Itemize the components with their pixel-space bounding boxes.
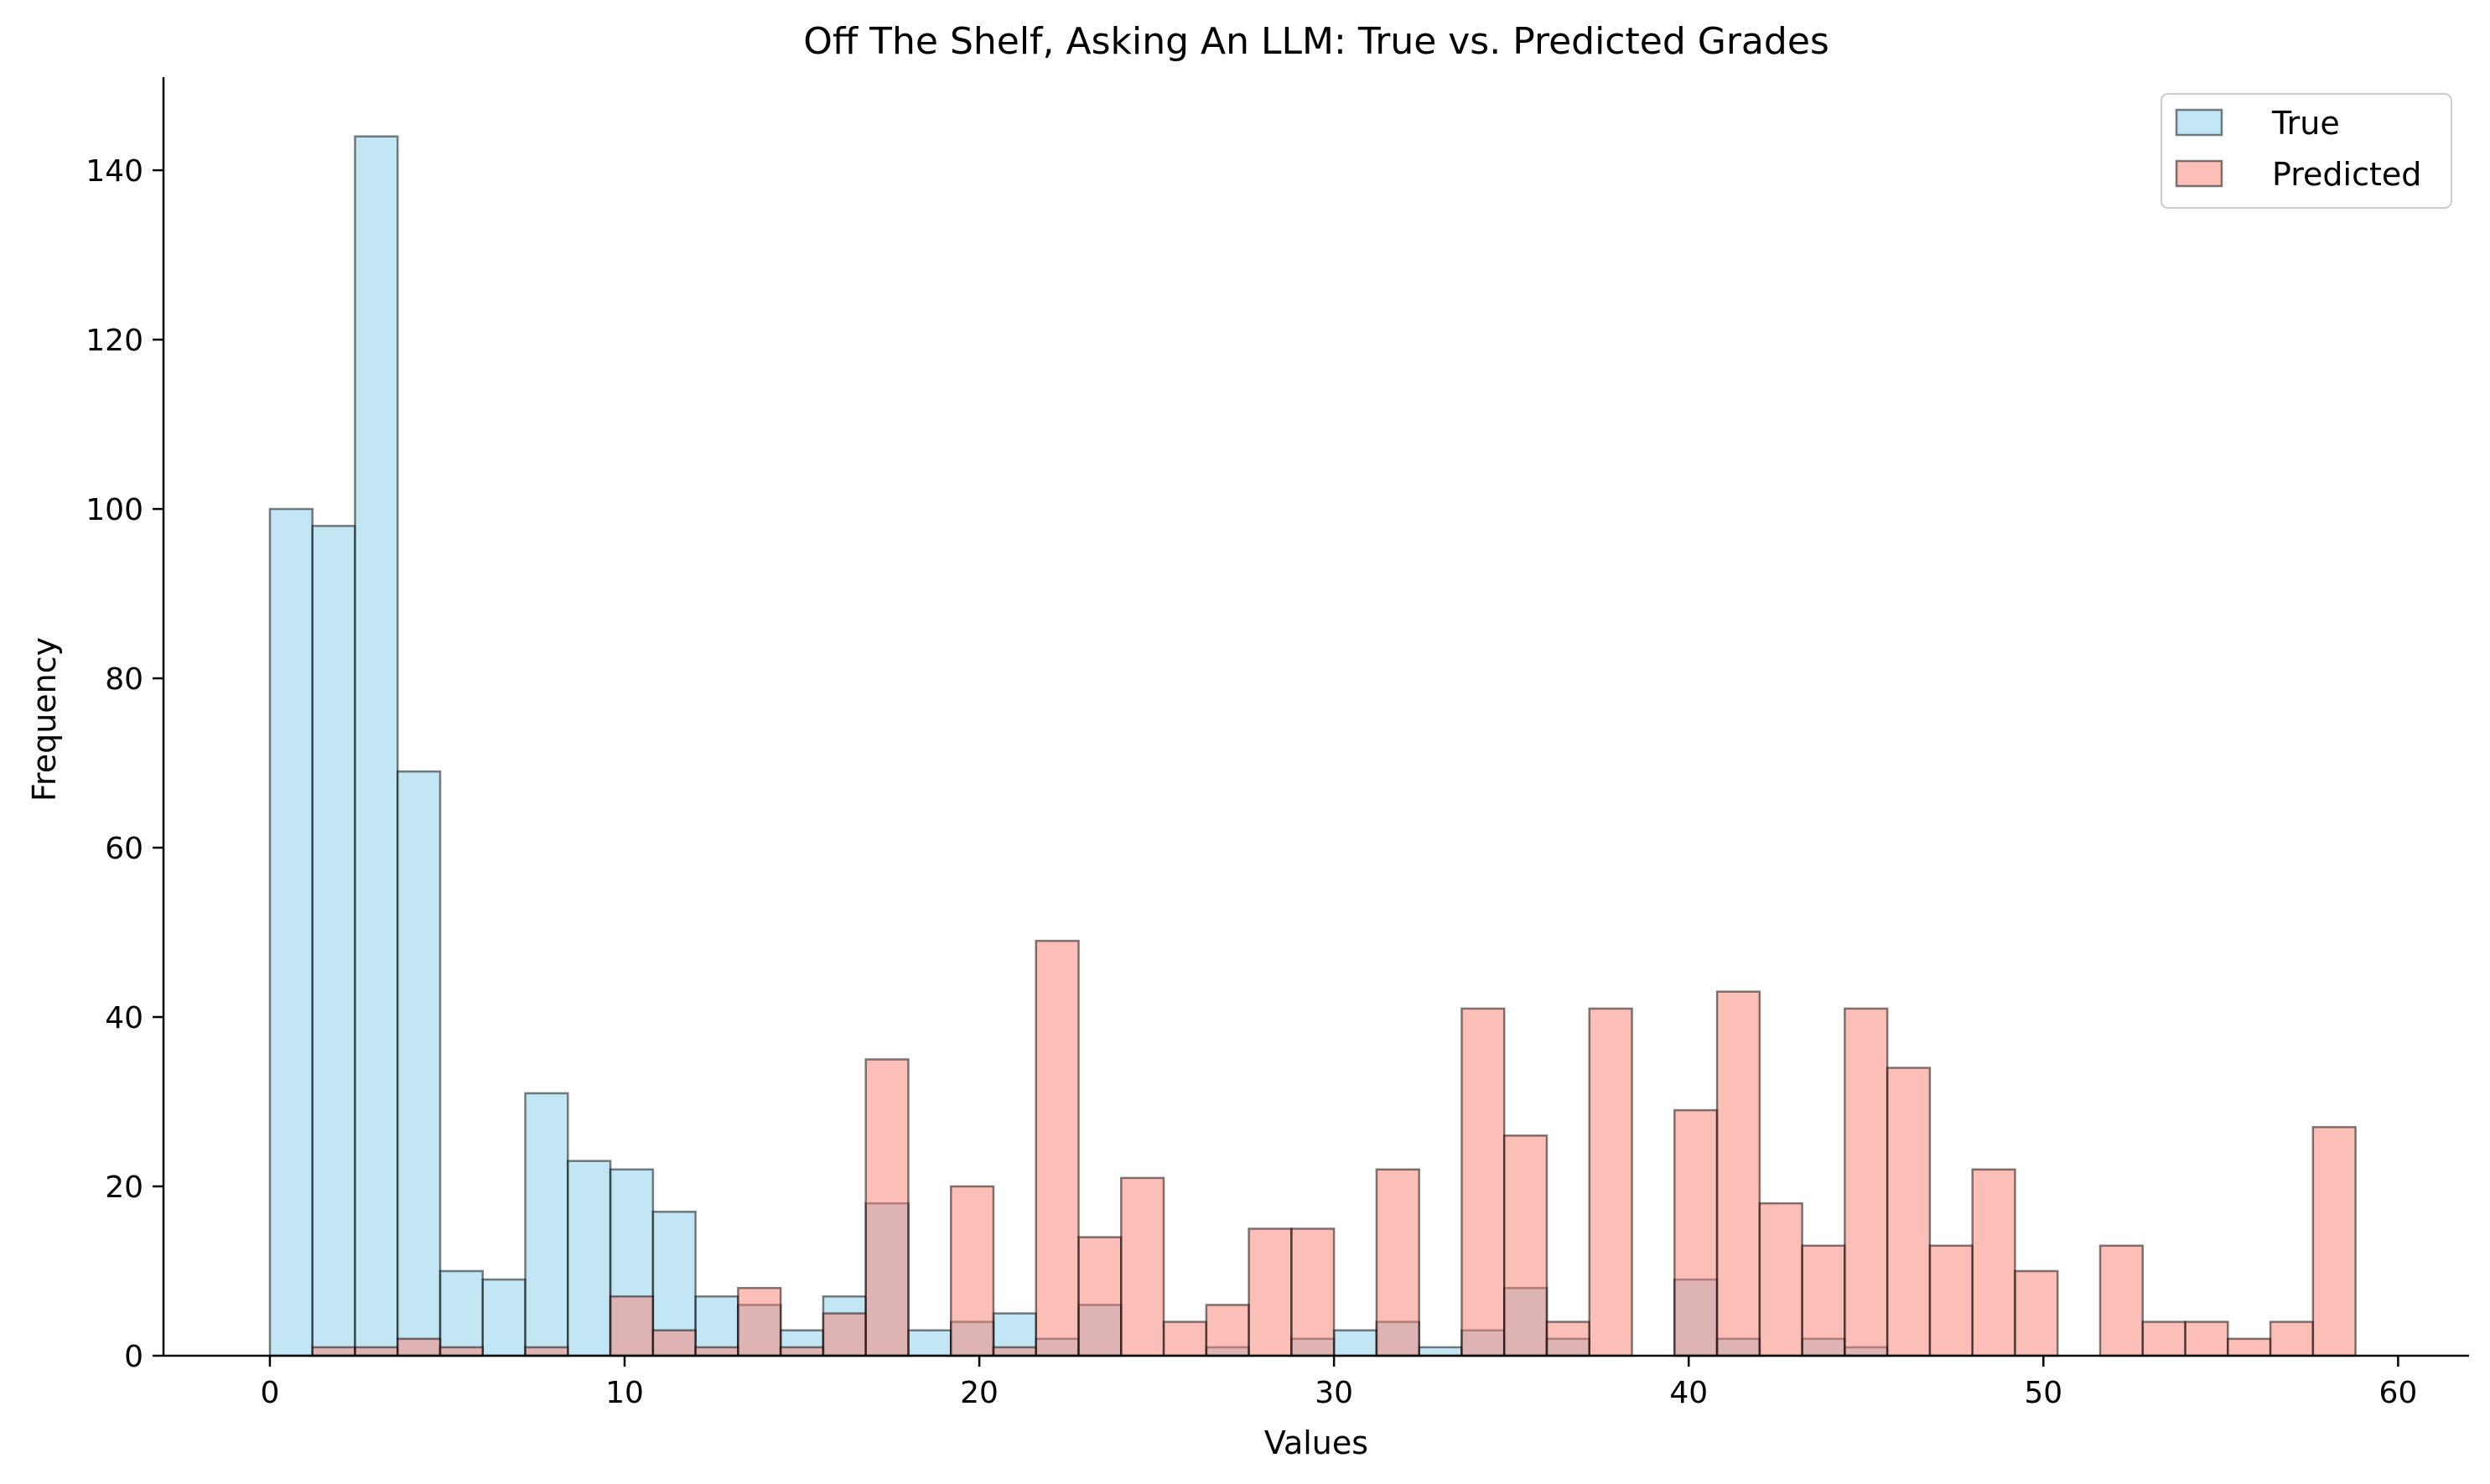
x-tick-label: 30 — [1315, 1376, 1353, 1410]
legend: True Predicted — [2161, 93, 2452, 209]
bar-predicted-35 — [1758, 1201, 1803, 1357]
y-tick-label: 40 — [105, 1001, 143, 1035]
legend-swatch-true — [2175, 108, 2223, 137]
bar-true-27 — [1418, 1346, 1463, 1357]
bar-predicted-19 — [1077, 1236, 1123, 1357]
bar-true-6 — [524, 1092, 569, 1357]
bar-predicted-20 — [1120, 1176, 1165, 1357]
bar-predicted-41 — [2014, 1269, 2059, 1357]
bar-predicted-2 — [354, 1346, 399, 1357]
bar-predicted-4 — [438, 1346, 485, 1357]
bar-predicted-23 — [1248, 1227, 1293, 1357]
bar-predicted-43 — [2098, 1244, 2145, 1357]
y-tick-label: 20 — [105, 1170, 143, 1205]
bar-predicted-47 — [2269, 1321, 2315, 1357]
x-tick-label: 0 — [260, 1376, 279, 1410]
bar-true-25 — [1332, 1329, 1378, 1357]
bar-predicted-37 — [1844, 1007, 1889, 1357]
bar-predicted-31 — [1588, 1007, 1633, 1357]
bar-predicted-3 — [396, 1337, 442, 1357]
bar-predicted-12 — [779, 1346, 825, 1357]
legend-swatch-predicted — [2175, 159, 2223, 188]
bar-predicted-30 — [1545, 1321, 1591, 1357]
bar-true-3 — [396, 770, 442, 1357]
bar-predicted-26 — [1375, 1168, 1420, 1357]
bar-predicted-44 — [2141, 1321, 2187, 1357]
bar-predicted-1 — [311, 1346, 356, 1357]
x-tick-label: 40 — [1669, 1376, 1708, 1410]
bar-predicted-6 — [524, 1346, 569, 1357]
bar-predicted-17 — [992, 1346, 1038, 1357]
x-tick-label: 50 — [2024, 1376, 2062, 1410]
legend-frame — [2161, 93, 2452, 209]
bar-predicted-24 — [1290, 1227, 1336, 1357]
bar-predicted-10 — [694, 1346, 739, 1357]
bar-predicted-38 — [1886, 1066, 1932, 1357]
bar-true-1 — [311, 525, 356, 1357]
bar-predicted-9 — [651, 1329, 697, 1357]
bar-predicted-46 — [2227, 1337, 2272, 1357]
bar-predicted-8 — [609, 1295, 655, 1357]
bar-true-4 — [438, 1269, 485, 1357]
bar-predicted-14 — [864, 1058, 910, 1357]
legend-label-true: True — [2271, 105, 2340, 142]
bar-predicted-33 — [1673, 1108, 1719, 1357]
bar-predicted-28 — [1460, 1007, 1506, 1357]
y-tick-label: 100 — [86, 493, 143, 527]
y-tick-label: 140 — [86, 154, 143, 189]
bar-predicted-22 — [1205, 1304, 1250, 1357]
bar-true-5 — [481, 1278, 527, 1357]
legend-label-predicted: Predicted — [2272, 156, 2421, 193]
y-axis-label: Frequency — [26, 637, 63, 802]
y-tick-label: 60 — [105, 832, 143, 866]
bar-predicted-48 — [2311, 1126, 2357, 1357]
x-ticks: 0 10 20 30 40 50 60 — [260, 1356, 2417, 1410]
chart-title: Off The Shelf, Asking An LLM: True vs. P… — [803, 20, 1829, 63]
bar-predicted-11 — [737, 1286, 782, 1357]
bar-predicted-34 — [1715, 990, 1761, 1357]
bar-true-0 — [268, 507, 314, 1357]
bar-true-7 — [567, 1160, 612, 1357]
y-tick-label: 0 — [124, 1340, 143, 1374]
bar-predicted-45 — [2184, 1321, 2229, 1357]
bar-predicted-16 — [949, 1185, 995, 1357]
x-tick-label: 60 — [2378, 1376, 2417, 1410]
bar-predicted-21 — [1162, 1321, 1208, 1357]
bar-predicted-36 — [1801, 1244, 1846, 1357]
bar-predicted-29 — [1502, 1134, 1548, 1357]
bar-true-15 — [907, 1329, 952, 1357]
bar-predicted-39 — [1928, 1244, 1974, 1357]
bar-true-2 — [354, 135, 399, 1357]
bar-predicted-18 — [1035, 939, 1080, 1357]
x-tick-label: 20 — [960, 1376, 999, 1410]
bar-predicted-13 — [822, 1312, 867, 1357]
y-ticks: 0 20 40 60 80 100 120 140 — [86, 154, 163, 1374]
bars-layer — [268, 135, 2357, 1357]
y-tick-label: 120 — [86, 324, 143, 358]
x-axis-label: Values — [1264, 1424, 1368, 1461]
y-tick-label: 80 — [105, 662, 143, 697]
x-tick-label: 10 — [605, 1376, 644, 1410]
bar-predicted-40 — [1971, 1168, 2016, 1357]
